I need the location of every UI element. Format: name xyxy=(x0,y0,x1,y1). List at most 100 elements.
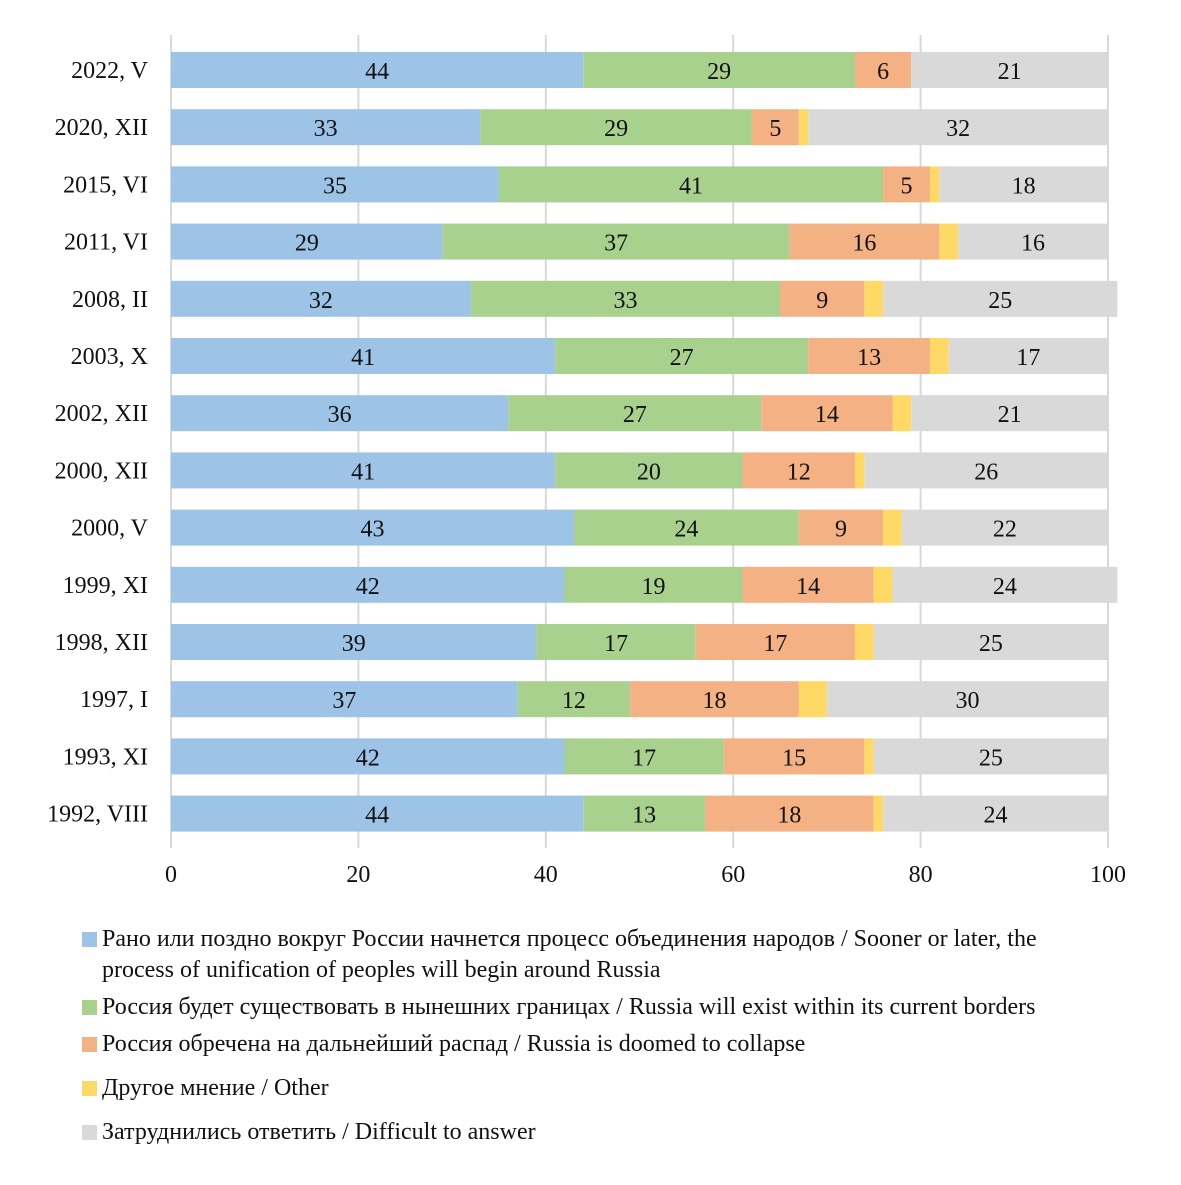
x-tick-label: 40 xyxy=(534,862,558,888)
bar-segment xyxy=(508,395,762,432)
category-label: 2003, X xyxy=(71,344,148,370)
bar-segment xyxy=(958,223,1108,260)
bar-segment xyxy=(573,509,799,546)
bar-segment xyxy=(564,738,724,775)
gridlines xyxy=(170,35,1109,848)
bar-segment xyxy=(808,109,1108,146)
data-label: 41 xyxy=(351,459,375,485)
legend-swatch xyxy=(82,1000,97,1015)
category-label: 2015, VI xyxy=(63,172,148,198)
category-label: 1997, I xyxy=(80,687,148,713)
x-tick-label: 0 xyxy=(165,862,177,888)
bar-segment xyxy=(498,166,884,203)
legend-item-difficult: Затруднились ответить / Difficult to ans… xyxy=(80,1117,1100,1148)
bar-segment xyxy=(883,280,1118,317)
data-label: 13 xyxy=(632,803,656,829)
data-label: 37 xyxy=(604,231,628,257)
data-label: 32 xyxy=(946,116,970,142)
data-label: 13 xyxy=(857,345,881,371)
x-tick-label: 20 xyxy=(346,862,370,888)
data-label: 25 xyxy=(988,288,1012,314)
bar-segment xyxy=(761,395,893,432)
legend-label: Россия обречена на дальнейший распад / R… xyxy=(102,1031,806,1057)
category-label: 2000, XII xyxy=(55,458,148,484)
bar-segment xyxy=(171,624,537,660)
data-label: 21 xyxy=(998,59,1022,85)
bar-segment xyxy=(705,795,874,832)
data-label: 6 xyxy=(877,59,889,85)
bar-segment xyxy=(171,338,556,374)
data-label: 42 xyxy=(356,745,380,771)
bar-segment xyxy=(171,223,443,260)
data-label: 25 xyxy=(979,631,1003,657)
bar-segment xyxy=(742,566,874,603)
bar-segment xyxy=(873,795,884,832)
bar-segment xyxy=(171,166,499,203)
bar-segment xyxy=(171,509,574,546)
bar-segment xyxy=(789,223,940,260)
bar-segment xyxy=(892,395,912,432)
bar-segment xyxy=(171,681,518,718)
bar-segment xyxy=(855,52,912,88)
bar-segment xyxy=(442,223,790,260)
data-label: 29 xyxy=(604,116,628,142)
data-label: 33 xyxy=(613,288,637,314)
data-label: 44 xyxy=(365,59,389,85)
data-label: 5 xyxy=(901,173,913,199)
bar-segment xyxy=(864,280,884,317)
bar-segment xyxy=(583,52,856,88)
bar-segment xyxy=(911,52,1108,88)
legend-label: Россия будет существовать в нынешних гра… xyxy=(102,994,1036,1020)
data-label: 16 xyxy=(852,231,876,257)
bar-segment xyxy=(171,395,509,432)
legend-label: Затруднились ответить / Difficult to ans… xyxy=(102,1119,536,1145)
data-label: 29 xyxy=(295,231,319,257)
data-label: 17 xyxy=(763,631,787,657)
category-label: 1998, XII xyxy=(55,630,148,656)
data-label: 9 xyxy=(835,517,847,543)
data-label: 41 xyxy=(679,173,703,199)
bar-segment xyxy=(555,338,809,374)
data-label: 39 xyxy=(342,631,366,657)
bar-segment xyxy=(911,395,1108,432)
bar-segment xyxy=(864,738,874,775)
data-label: 29 xyxy=(707,59,731,85)
bar-segment xyxy=(929,166,940,203)
bar-segment xyxy=(855,452,865,489)
legend-item-unification: Рано или поздно вокруг России начнется п… xyxy=(80,924,1100,986)
bar-segment xyxy=(873,566,893,603)
legend: Рано или поздно вокруг России начнется п… xyxy=(80,924,1100,1154)
data-label: 14 xyxy=(815,402,839,428)
data-label: 18 xyxy=(1012,173,1036,199)
legend-swatch xyxy=(82,1081,97,1096)
category-label: 2000, V xyxy=(71,516,149,542)
data-label: 32 xyxy=(309,288,333,314)
data-label: 12 xyxy=(562,688,586,714)
bar-segment xyxy=(873,624,1108,660)
x-tick-label: 80 xyxy=(909,862,933,888)
bar-segment xyxy=(939,166,1108,203)
data-label: 17 xyxy=(1016,345,1040,371)
bar-segment xyxy=(883,509,902,546)
bar-segment xyxy=(517,681,631,718)
category-label: 1999, XI xyxy=(63,573,148,599)
bar-segment xyxy=(883,166,930,203)
category-label: 1993, XI xyxy=(63,744,148,770)
bar-segment xyxy=(939,223,959,260)
bar-segment xyxy=(630,681,799,718)
data-label: 20 xyxy=(637,459,661,485)
bar-segment xyxy=(555,452,743,489)
bar-segment xyxy=(470,280,781,317)
bar-segment xyxy=(171,280,471,317)
bar-segment xyxy=(536,624,696,660)
data-label: 42 xyxy=(356,574,380,600)
data-label: 27 xyxy=(670,345,694,371)
bar-segment xyxy=(171,795,584,832)
bar-segment xyxy=(798,509,884,546)
category-axis: 2022, V 2020, XII 2015, VI 2011, VI 2008, II… xyxy=(47,58,149,828)
data-label: 5 xyxy=(769,116,781,142)
legend-swatch xyxy=(82,932,97,947)
value-axis: 0 20 40 60 80 100 xyxy=(165,862,1126,888)
data-label: 19 xyxy=(642,574,666,600)
data-label: 41 xyxy=(351,345,375,371)
